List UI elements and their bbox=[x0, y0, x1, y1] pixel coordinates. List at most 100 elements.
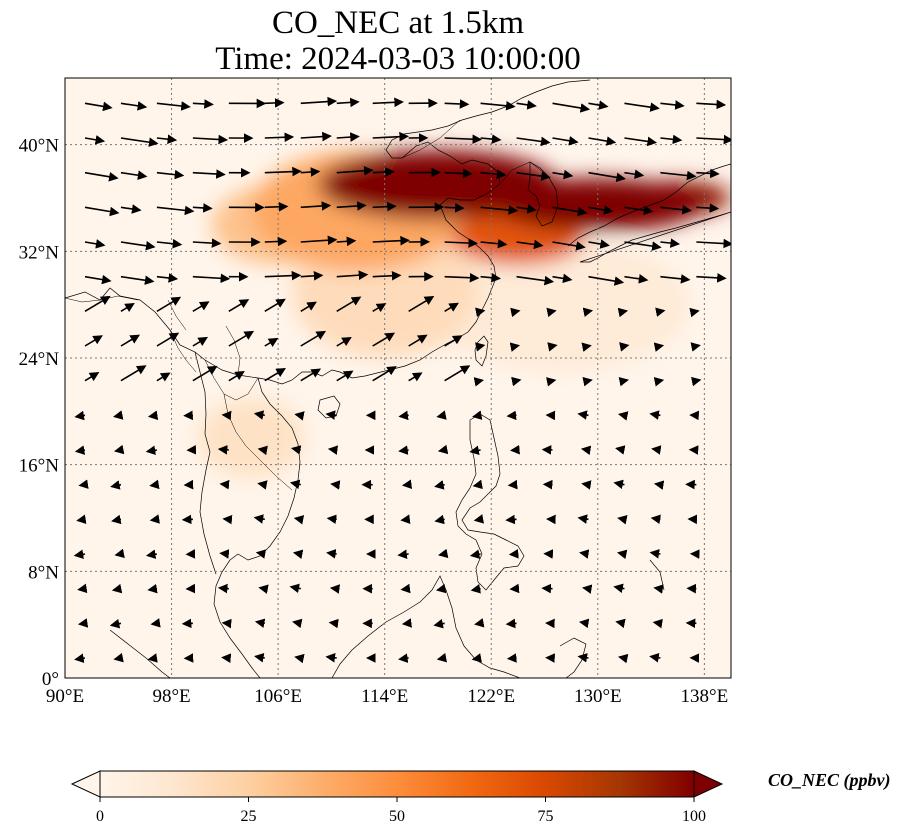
wind-vector bbox=[588, 239, 610, 249]
wind-vector bbox=[264, 132, 295, 143]
wind-vector bbox=[653, 584, 664, 594]
wind-vector bbox=[438, 548, 449, 559]
wind-vector bbox=[475, 342, 486, 352]
wind-vector bbox=[691, 376, 702, 387]
wind-vector bbox=[616, 549, 628, 560]
wind-vector bbox=[114, 444, 125, 455]
wind-vector bbox=[300, 368, 322, 382]
wind-vector bbox=[253, 410, 265, 420]
wind-vector bbox=[398, 445, 409, 455]
wind-vector bbox=[300, 167, 321, 177]
wind-vector bbox=[192, 301, 210, 313]
y-tick-label: 24°N bbox=[19, 349, 60, 370]
wind-vector bbox=[84, 239, 106, 249]
wind-vector bbox=[219, 479, 230, 490]
wind-vector bbox=[77, 583, 88, 594]
wind-vector bbox=[192, 238, 222, 248]
wind-vector bbox=[552, 102, 591, 113]
wind-vector bbox=[444, 238, 478, 248]
wind-vector bbox=[436, 410, 447, 420]
wind-vector bbox=[147, 583, 158, 594]
wind-vector bbox=[617, 515, 628, 525]
wind-vector bbox=[408, 372, 423, 382]
wind-vector bbox=[258, 584, 269, 594]
wind-vector bbox=[408, 334, 428, 347]
y-tick-label: 0° bbox=[42, 669, 59, 690]
wind-vector bbox=[300, 301, 317, 313]
x-tick-label: 130°E bbox=[574, 686, 622, 707]
coastline-sumatra bbox=[109, 629, 171, 678]
wind-vector bbox=[255, 549, 267, 559]
wind-vector bbox=[511, 376, 522, 387]
wind-vector bbox=[475, 307, 486, 317]
wind-vector bbox=[613, 583, 625, 594]
wind-vector bbox=[588, 275, 625, 286]
wind-vector bbox=[617, 653, 629, 664]
wind-vector bbox=[444, 272, 480, 283]
wind-vector bbox=[372, 303, 387, 313]
wind-vector bbox=[655, 307, 666, 317]
wind-vector bbox=[580, 445, 592, 456]
wind-vector bbox=[289, 479, 301, 490]
wind-vector bbox=[546, 307, 557, 318]
wind-vector bbox=[507, 479, 518, 490]
wind-vector bbox=[330, 480, 341, 490]
wind-vector bbox=[264, 98, 285, 108]
wind-vector bbox=[300, 201, 332, 211]
wind-vector bbox=[470, 584, 481, 594]
wind-vector bbox=[582, 376, 593, 387]
wind-vector bbox=[120, 137, 159, 147]
wind-vector bbox=[506, 653, 517, 663]
wind-vector bbox=[516, 239, 544, 250]
wind-vector bbox=[74, 653, 86, 663]
wind-vector bbox=[516, 171, 551, 181]
wind-vector bbox=[228, 371, 245, 382]
wind-vector bbox=[156, 296, 182, 313]
wind-vector bbox=[552, 169, 574, 180]
coastline-islands bbox=[649, 559, 665, 591]
wind-vector bbox=[336, 336, 352, 347]
map-gridlines bbox=[65, 78, 731, 678]
wind-vector bbox=[480, 101, 516, 111]
wind-vector bbox=[326, 549, 337, 559]
wind-vectors bbox=[73, 96, 731, 664]
colorbar-min-extension bbox=[70, 770, 101, 798]
wind-vector bbox=[444, 302, 459, 313]
coastline-borneo bbox=[331, 575, 521, 678]
wind-vector bbox=[469, 445, 481, 456]
colorbar-tick-label: 75 bbox=[538, 808, 554, 825]
wind-vector bbox=[660, 134, 683, 145]
wind-vector bbox=[505, 514, 517, 525]
wind-vector bbox=[581, 480, 592, 490]
wind-vector bbox=[649, 410, 661, 420]
wind-vector bbox=[192, 336, 209, 347]
wind-vector bbox=[336, 97, 360, 108]
wind-vector bbox=[444, 134, 483, 144]
wind-vector bbox=[372, 270, 402, 281]
wind-vector bbox=[401, 618, 412, 628]
wind-vector bbox=[328, 618, 339, 629]
x-tick-label: 122°E bbox=[467, 686, 515, 707]
wind-vector bbox=[444, 335, 463, 347]
wind-vector bbox=[76, 514, 87, 524]
wind-vector bbox=[254, 653, 265, 663]
wind-vector bbox=[435, 583, 447, 594]
wind-vector bbox=[552, 206, 588, 217]
wind-vector bbox=[111, 514, 122, 525]
wind-vector bbox=[660, 274, 691, 284]
wind-vector bbox=[624, 274, 649, 284]
wind-vector bbox=[660, 100, 685, 110]
colorbar: 0 25 50 75 100 bbox=[70, 770, 724, 825]
wind-vector bbox=[257, 445, 268, 456]
wind-vector bbox=[336, 201, 367, 211]
wind-vector bbox=[292, 618, 303, 629]
wind-vector bbox=[588, 136, 617, 146]
x-tick-label: 98°E bbox=[152, 686, 190, 707]
wind-vector bbox=[372, 366, 397, 382]
wind-vector bbox=[437, 444, 449, 455]
wind-vector bbox=[398, 653, 409, 663]
x-axis-ticks: 90°E 98°E 106°E 114°E 122°E 130°E 138°E bbox=[46, 686, 728, 707]
wind-vector bbox=[624, 205, 654, 215]
wind-vector bbox=[508, 549, 519, 559]
wind-vector bbox=[84, 295, 111, 313]
